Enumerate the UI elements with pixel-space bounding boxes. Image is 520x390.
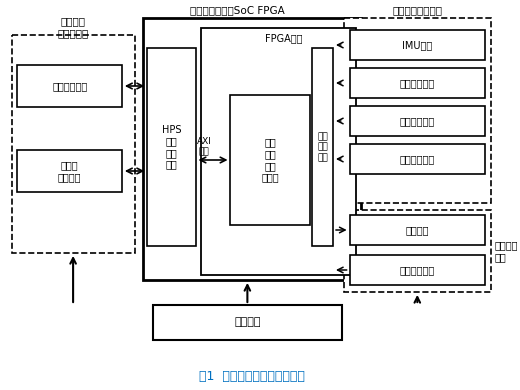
FancyBboxPatch shape bbox=[147, 48, 196, 246]
FancyBboxPatch shape bbox=[344, 18, 491, 203]
Text: HPS
算法
控制
部分: HPS 算法 控制 部分 bbox=[162, 124, 181, 169]
Text: AXI
总线: AXI 总线 bbox=[197, 137, 212, 157]
Text: 弹载计算机主控SoC FPGA: 弹载计算机主控SoC FPGA bbox=[190, 5, 285, 15]
FancyBboxPatch shape bbox=[201, 28, 356, 275]
Text: 数据存储模块: 数据存储模块 bbox=[52, 81, 87, 91]
Text: 信息记录
与交互模块: 信息记录 与交互模块 bbox=[58, 16, 89, 38]
FancyBboxPatch shape bbox=[11, 35, 135, 253]
FancyBboxPatch shape bbox=[349, 144, 485, 174]
FancyBboxPatch shape bbox=[349, 215, 485, 245]
Text: 卫星定位模块: 卫星定位模块 bbox=[400, 78, 435, 88]
FancyBboxPatch shape bbox=[18, 150, 122, 192]
Text: 霍尔传感模块: 霍尔传感模块 bbox=[400, 265, 435, 275]
FancyBboxPatch shape bbox=[144, 18, 361, 280]
Text: 飞控执行
模块: 飞控执行 模块 bbox=[495, 240, 518, 262]
Text: 地磁测量模块: 地磁测量模块 bbox=[400, 116, 435, 126]
FancyBboxPatch shape bbox=[312, 48, 333, 246]
Text: 执行机构: 执行机构 bbox=[406, 225, 429, 235]
FancyBboxPatch shape bbox=[230, 95, 310, 225]
Text: 其他信号模块: 其他信号模块 bbox=[400, 154, 435, 164]
FancyBboxPatch shape bbox=[349, 68, 485, 98]
FancyBboxPatch shape bbox=[349, 255, 485, 285]
Text: 弹道
微分
硬件
求解器: 弹道 微分 硬件 求解器 bbox=[262, 138, 279, 183]
FancyBboxPatch shape bbox=[153, 305, 342, 340]
Text: 交互与
测试模块: 交互与 测试模块 bbox=[58, 160, 82, 182]
FancyBboxPatch shape bbox=[18, 65, 122, 107]
Text: IMU模块: IMU模块 bbox=[402, 40, 433, 50]
FancyBboxPatch shape bbox=[349, 30, 485, 60]
Text: FPGA部分: FPGA部分 bbox=[265, 33, 303, 43]
FancyBboxPatch shape bbox=[349, 106, 485, 136]
Text: 导航信息采集模块: 导航信息采集模块 bbox=[392, 5, 443, 15]
Text: 电源系统: 电源系统 bbox=[234, 317, 261, 328]
Text: 通用
接口
设计: 通用 接口 设计 bbox=[317, 132, 328, 162]
FancyBboxPatch shape bbox=[344, 210, 491, 292]
Text: 图1  总体功能结构设计示意图: 图1 总体功能结构设计示意图 bbox=[199, 370, 305, 383]
